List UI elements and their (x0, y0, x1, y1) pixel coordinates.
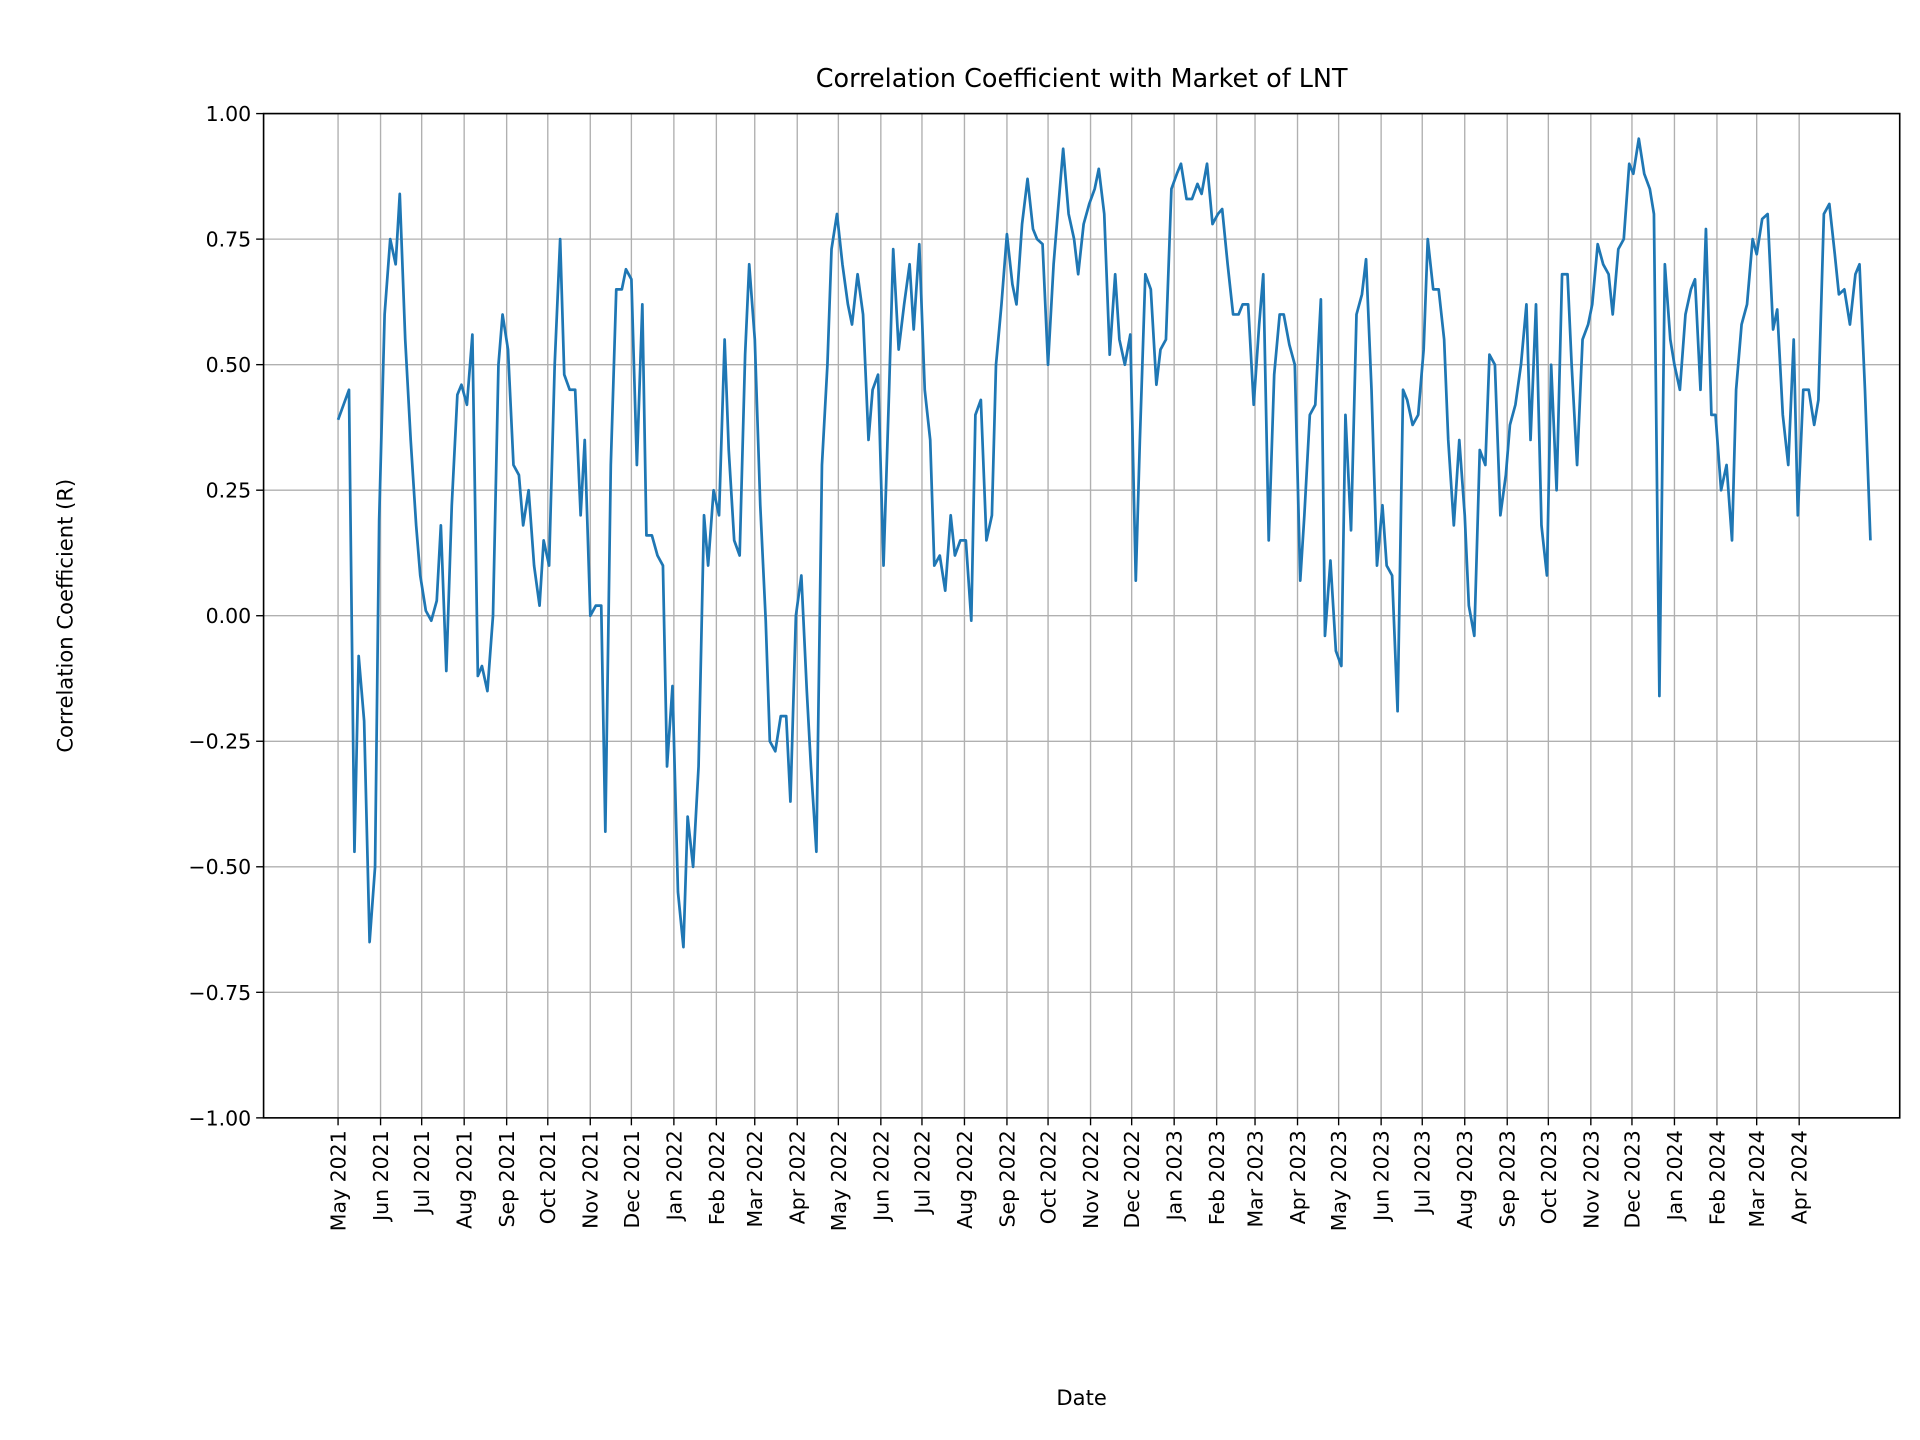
x-tick-label: Jan 2023 (1163, 1130, 1187, 1222)
x-tick-label: May 2022 (827, 1130, 851, 1231)
x-tick-label: Feb 2024 (1705, 1130, 1729, 1225)
x-tick-label: Nov 2023 (1579, 1130, 1603, 1229)
x-tick-label: Aug 2021 (453, 1130, 477, 1229)
y-tick-label: −0.50 (188, 855, 251, 879)
x-tick-label: Feb 2022 (705, 1130, 729, 1225)
x-tick-label: Jul 2021 (410, 1130, 434, 1215)
x-tick-label: Dec 2021 (620, 1130, 644, 1228)
x-tick-label: May 2021 (327, 1130, 351, 1231)
y-tick-label: 0.50 (206, 353, 252, 377)
x-tick-label: Sep 2023 (1496, 1130, 1520, 1227)
x-tick-label: Jun 2023 (1370, 1130, 1394, 1223)
y-axis-label: Correlation Coefficient (R) (52, 479, 77, 753)
y-tick-label: 1.00 (206, 102, 252, 126)
x-tick-label: Apr 2024 (1788, 1130, 1812, 1224)
series (336, 137, 1872, 949)
x-tick-label: Mar 2022 (743, 1130, 767, 1227)
x-tick-label: Jan 2024 (1663, 1130, 1687, 1222)
x-tick-label: Jul 2022 (910, 1130, 934, 1215)
x-tick-label: Oct 2021 (536, 1130, 560, 1224)
series-line (336, 137, 1872, 949)
x-tick-label: Sep 2022 (995, 1130, 1019, 1227)
x-tick-label: Apr 2023 (1286, 1130, 1310, 1224)
y-tick-label: 0.25 (206, 479, 252, 503)
y-tick-label: −0.75 (188, 981, 251, 1005)
x-tick-label: Dec 2023 (1620, 1130, 1644, 1228)
x-axis-label: Date (1056, 1385, 1106, 1410)
y-tick-label: −0.25 (188, 730, 251, 754)
x-tick-label: Nov 2021 (579, 1130, 603, 1229)
x-tick-label: Dec 2022 (1120, 1130, 1144, 1228)
x-tick-label: Apr 2022 (786, 1130, 810, 1224)
y-tick-label: 0.75 (206, 228, 252, 252)
x-tick-label: Oct 2022 (1037, 1130, 1061, 1224)
x-axis: May 2021 Jun 2021 Jul 2021 Aug 2021 Sep 2021… (327, 1117, 1812, 1231)
x-tick-label: Oct 2023 (1537, 1130, 1561, 1224)
x-tick-label: Jun 2021 (369, 1130, 393, 1223)
chart-title: Correlation Coefficient with Market of L… (816, 63, 1348, 93)
x-tick-label: Mar 2023 (1243, 1130, 1267, 1227)
x-tick-label: Jul 2023 (1411, 1130, 1435, 1215)
x-tick-label: Nov 2022 (1079, 1130, 1103, 1229)
x-tick-label: Jan 2022 (662, 1130, 686, 1222)
x-tick-label: Aug 2022 (953, 1130, 977, 1229)
x-tick-label: Mar 2024 (1745, 1130, 1769, 1227)
x-tick-label: Feb 2023 (1205, 1130, 1229, 1225)
x-tick-label: May 2023 (1327, 1130, 1351, 1231)
y-tick-label: 0.00 (206, 604, 252, 628)
y-tick-label: −1.00 (188, 1106, 251, 1130)
y-axis: −1.00 −0.75 −0.50 −0.25 0.00 0.25 0.50 0.75 1.00 (188, 102, 264, 1130)
x-tick-label: Aug 2023 (1453, 1130, 1477, 1229)
x-tick-label: Sep 2021 (495, 1130, 519, 1227)
x-tick-label: Jun 2022 (869, 1130, 893, 1223)
